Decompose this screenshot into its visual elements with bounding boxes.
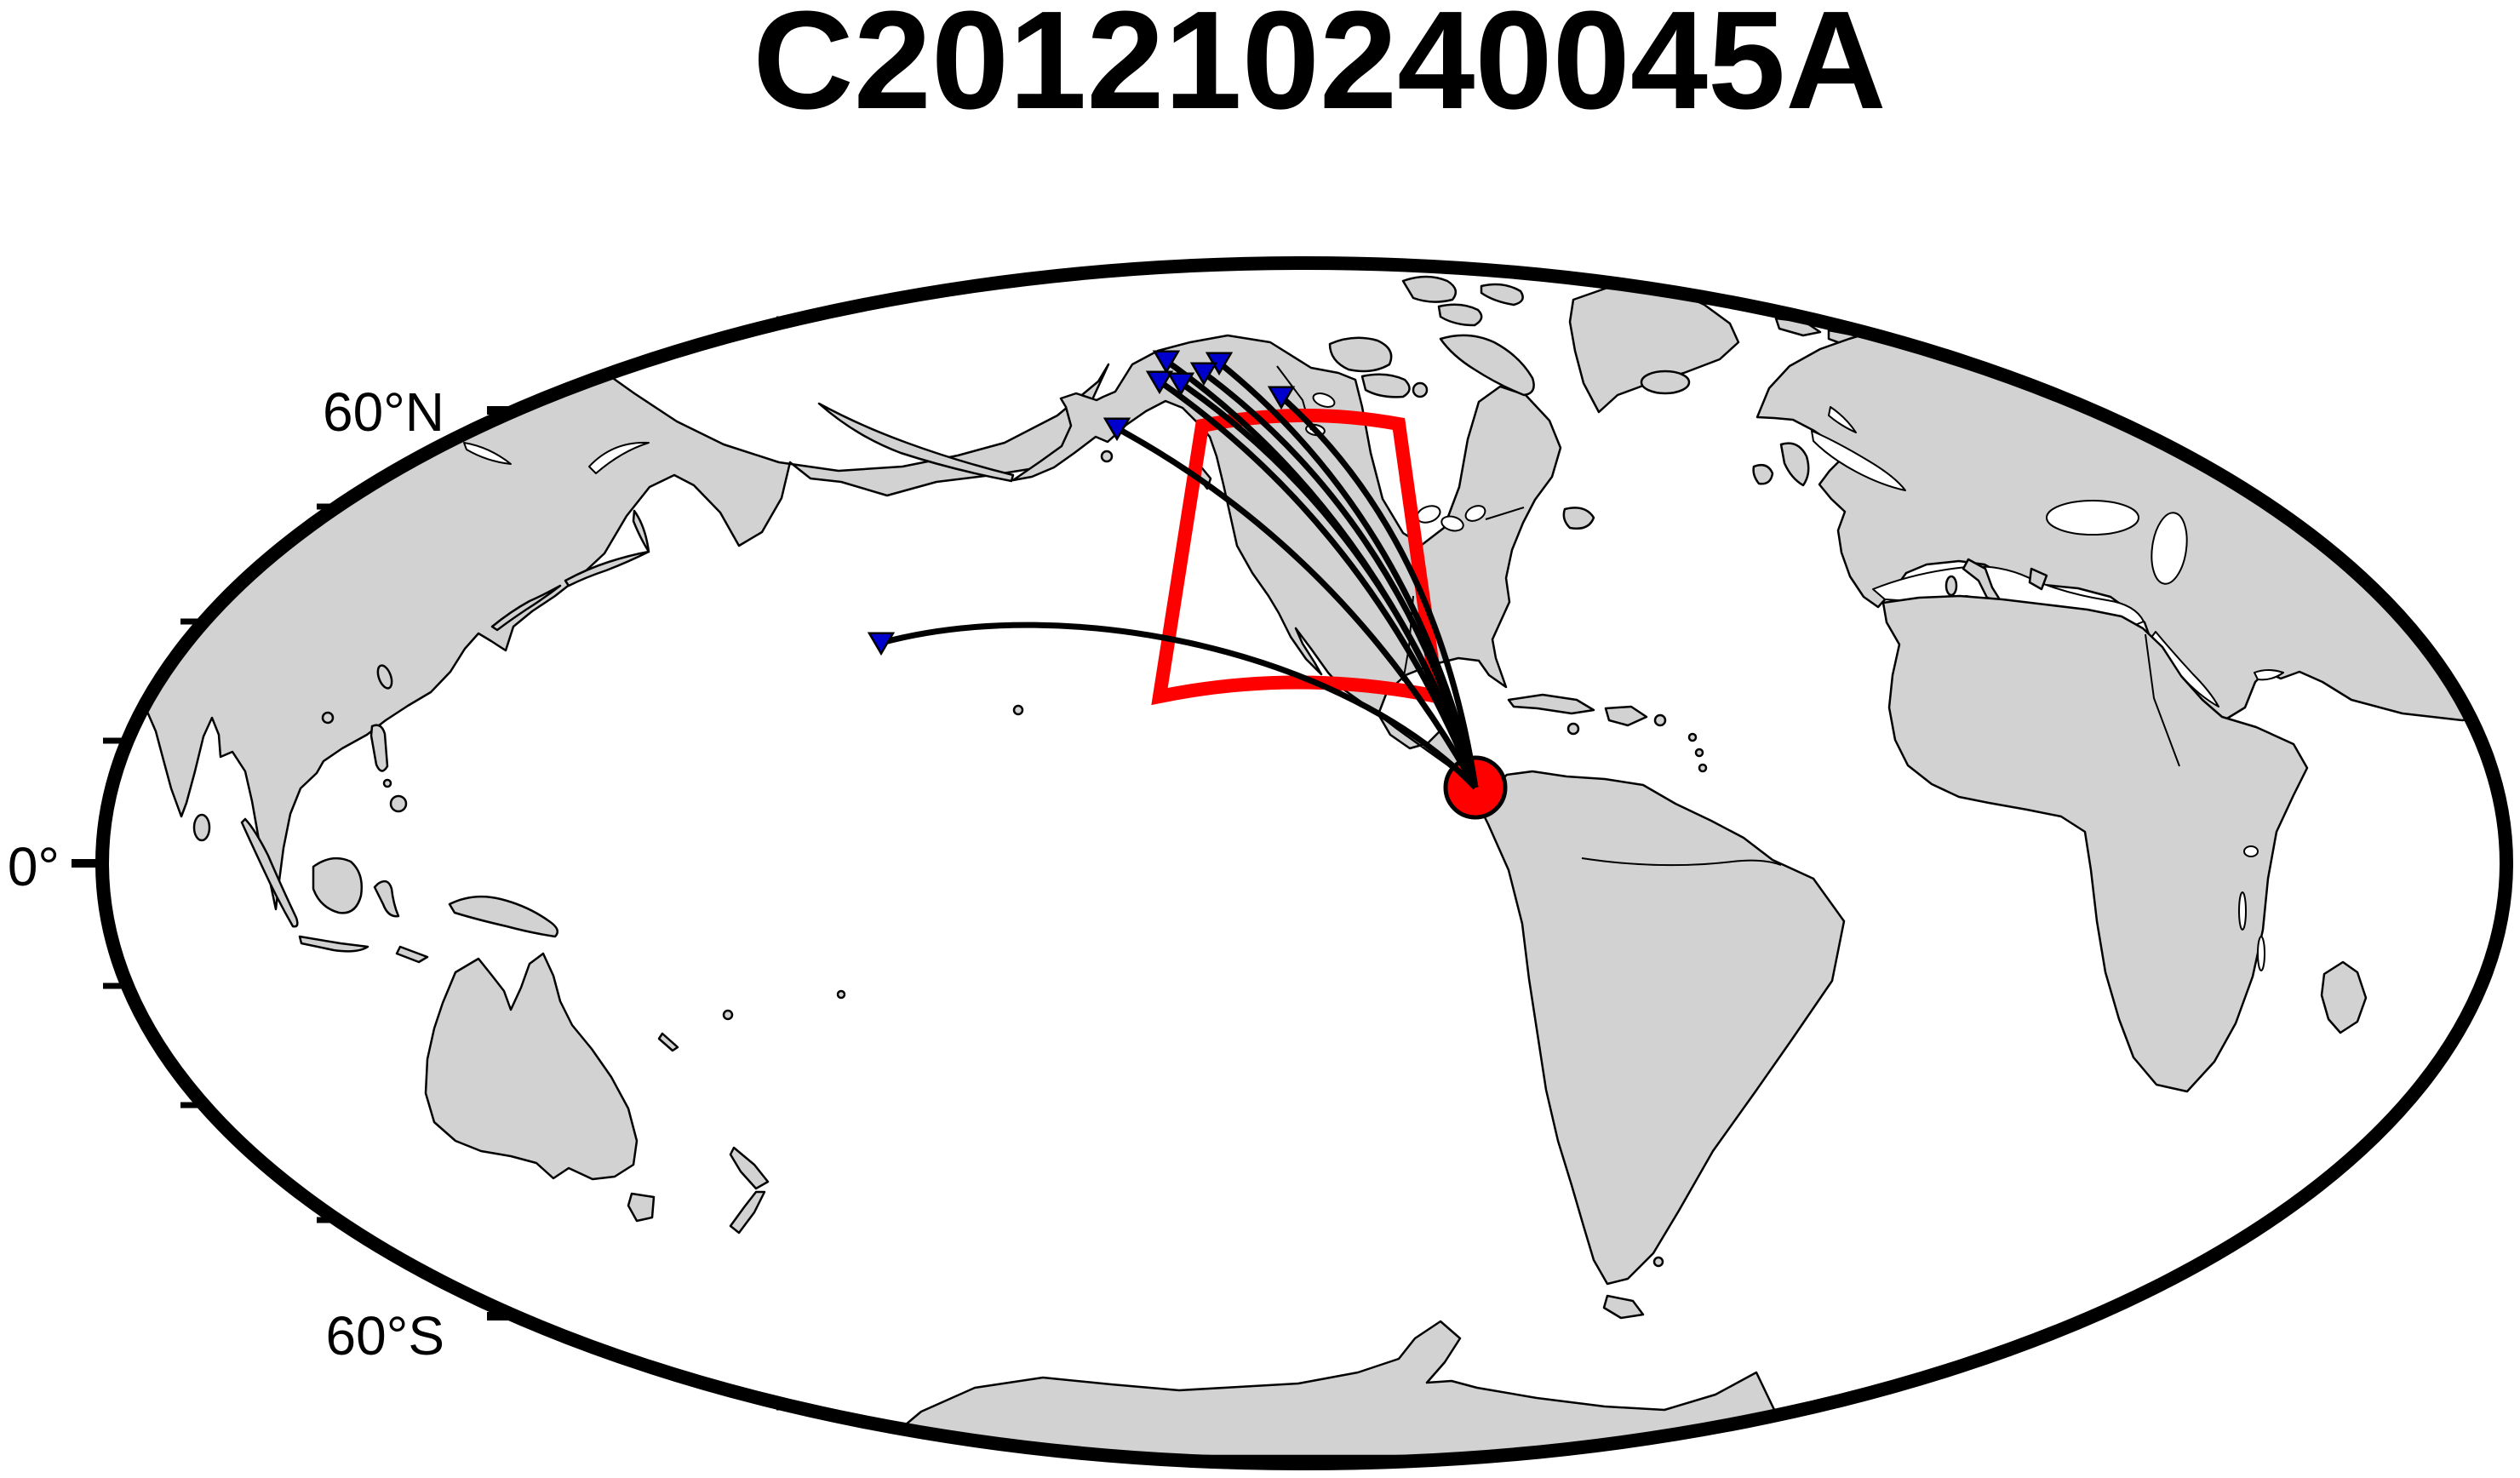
sumatra — [240, 817, 299, 928]
iceland — [1640, 370, 1691, 395]
novaya-zemlya-strait — [588, 441, 650, 474]
british-isles — [1779, 442, 1810, 487]
station-marker — [1189, 362, 1218, 387]
great-lakes — [1440, 515, 1464, 532]
antarctica — [867, 1320, 1798, 1458]
ray-path — [880, 622, 1478, 790]
java — [298, 935, 369, 953]
jamaica — [1566, 722, 1580, 736]
southampton-island — [1412, 381, 1429, 398]
baffin-island — [1439, 334, 1535, 397]
amazon-river — [1581, 857, 1782, 867]
japan-islands — [564, 550, 650, 587]
region-box — [1151, 409, 1446, 706]
event-overlay-layer — [867, 350, 1508, 820]
station-marker — [1166, 372, 1195, 397]
latitude-tick-layer — [72, 316, 807, 1411]
new-guinea — [448, 895, 559, 938]
new-caledonia — [657, 1032, 679, 1052]
nile-river — [2145, 633, 2180, 767]
arctic-island — [1360, 373, 1411, 398]
newfoundland — [1562, 507, 1595, 530]
gulf-of-bothnia — [1828, 406, 1857, 433]
hispaniola — [1604, 705, 1648, 727]
station-marker — [1267, 386, 1296, 410]
tierra-del-fuego — [1602, 1294, 1645, 1320]
africa — [1881, 594, 2309, 1093]
aleutian-islands — [817, 402, 1015, 483]
falkland-islands — [1652, 1256, 1664, 1268]
japan-islands — [490, 584, 562, 632]
great-bear-lake — [1312, 392, 1336, 408]
borneo — [312, 856, 363, 914]
tasmania — [627, 1192, 656, 1223]
black-sea — [2046, 500, 2139, 536]
lake-malawi — [2257, 936, 2265, 971]
sri-lanka — [192, 813, 211, 842]
ray-path — [1201, 370, 1479, 788]
ray-path — [1179, 381, 1479, 789]
baltic-sea — [1811, 430, 1906, 491]
philippines-luzon — [369, 724, 389, 772]
caspian-sea — [2151, 512, 2188, 585]
latitude-label-60n: 60°N — [323, 381, 444, 443]
station-marker — [867, 632, 896, 656]
pacific-islet — [836, 989, 846, 1000]
madagascar — [2320, 960, 2368, 1034]
station-marker — [1152, 350, 1181, 375]
puerto-rico — [1653, 713, 1667, 727]
ireland — [1752, 464, 1774, 485]
devon-island — [1437, 303, 1483, 327]
pacific-islet — [1012, 704, 1024, 716]
st-lawrence-river — [1485, 507, 1525, 520]
lake-tanganyika — [2238, 891, 2247, 931]
event-title: C201210240045A — [753, 0, 1886, 138]
fiji — [722, 1009, 734, 1021]
south-america — [1475, 770, 1846, 1286]
ray-path — [1157, 379, 1479, 789]
taiwan-island — [376, 664, 393, 690]
philippines-visayas — [382, 778, 392, 788]
australia — [424, 952, 639, 1181]
station-marker — [1102, 417, 1131, 442]
ellesmere-island — [1401, 275, 1458, 303]
victoria-island — [1328, 336, 1393, 373]
philippines-mindanao — [389, 794, 408, 813]
latitude-label-60s: 60°S — [326, 1305, 444, 1366]
hainan-island — [321, 711, 335, 725]
latitude-label-0: 0° — [8, 836, 60, 897]
arctic-island — [1480, 283, 1524, 306]
lesser-antilles — [1687, 732, 1698, 742]
persian-gulf — [2254, 669, 2284, 681]
ray-path — [1279, 394, 1479, 788]
lake-baikal — [463, 442, 512, 465]
cuba — [1507, 693, 1595, 715]
lake-victoria — [2243, 845, 2259, 857]
greece — [2028, 567, 2048, 591]
great-lakes — [1464, 505, 1486, 522]
new-zealand-south — [729, 1190, 766, 1235]
kodiak-island — [1100, 450, 1114, 463]
lesser-antilles — [1694, 748, 1704, 758]
lesser-antilles — [1698, 763, 1708, 773]
timor — [395, 945, 429, 964]
sardinia — [1944, 575, 1958, 597]
sulawesi — [373, 879, 400, 918]
station-marker — [1145, 370, 1174, 395]
ray-path — [1115, 425, 1479, 789]
new-zealand-north — [729, 1146, 770, 1190]
